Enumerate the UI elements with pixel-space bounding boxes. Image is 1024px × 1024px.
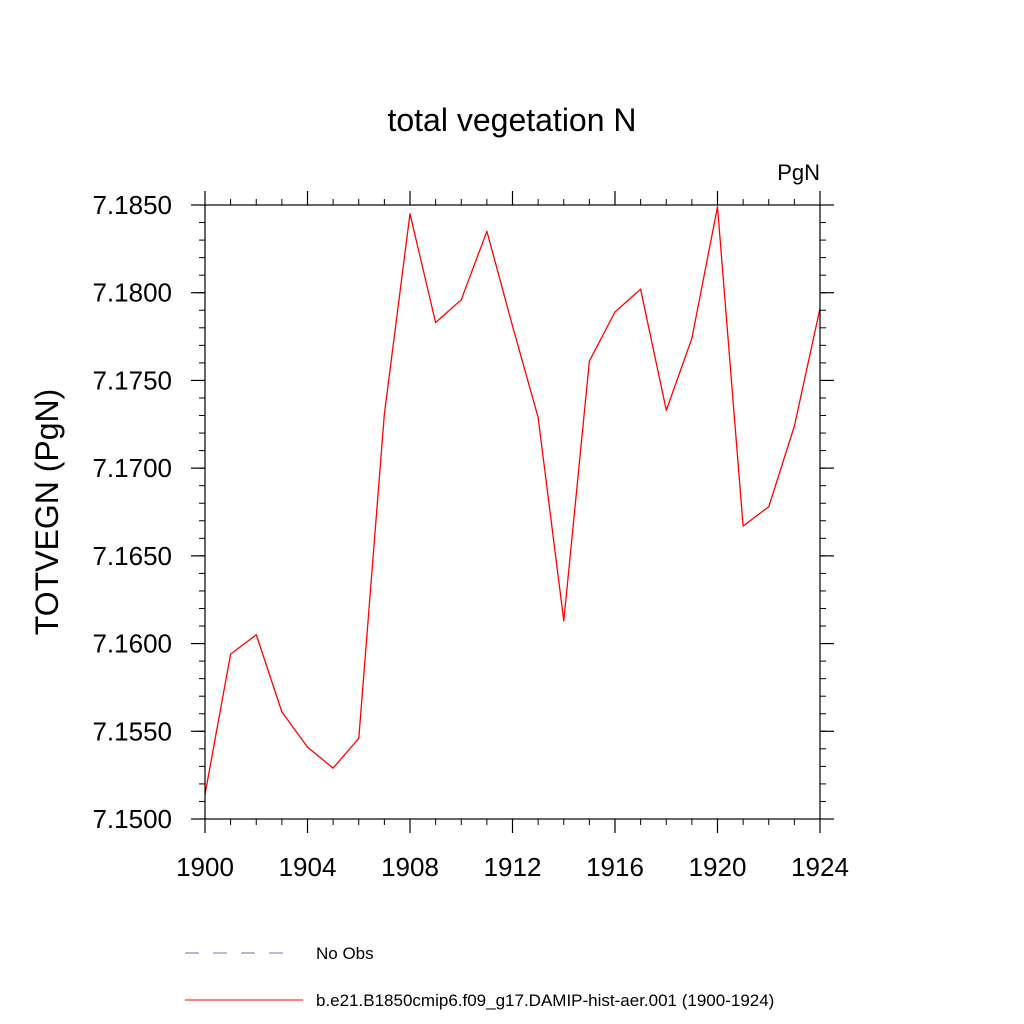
data-point <box>460 299 462 301</box>
series-line <box>204 206 821 795</box>
data-point <box>588 360 590 362</box>
units-label: PgN <box>777 160 820 185</box>
data-point <box>511 325 514 327</box>
legend: No Obs b.e21.B1850cmip6.f09_g17.DAMIP-his… <box>185 944 774 1010</box>
tick-labels: 1900 1904 1908 1912 1916 1920 1924 7.1500 7.1550… <box>92 190 848 882</box>
data-point <box>614 311 616 313</box>
data-point <box>409 213 411 215</box>
data-point <box>306 746 309 748</box>
legend-label: b.e21.B1850cmip6.f09_g17.DAMIP-hist-aer.… <box>316 991 774 1010</box>
y-tick-label: 7.1600 <box>92 629 172 659</box>
x-tick-label: 1916 <box>586 852 644 882</box>
data-point <box>230 653 232 655</box>
data-point <box>640 288 642 290</box>
y-tick-label: 7.1500 <box>92 804 172 834</box>
plot-frame <box>204 204 821 820</box>
x-tick-label: 1924 <box>791 852 849 882</box>
y-axis-label: TOTVEGN (PgN) <box>29 389 65 636</box>
y-tick-label: 7.1550 <box>92 716 172 746</box>
data-point <box>486 230 488 232</box>
data-point <box>742 525 744 527</box>
y-tick-label: 7.1700 <box>92 453 172 483</box>
data-point <box>563 620 565 622</box>
y-tick-label: 7.1750 <box>92 365 172 395</box>
data-point <box>793 425 795 427</box>
data-point <box>332 767 334 769</box>
data-point <box>768 506 770 508</box>
x-tick-label: 1908 <box>381 852 439 882</box>
data-point <box>281 711 283 713</box>
x-tick-label: 1900 <box>176 852 234 882</box>
legend-label: No Obs <box>316 944 374 963</box>
y-tick-label: 7.1800 <box>92 278 172 308</box>
x-tick-label: 1920 <box>689 852 747 882</box>
data-point <box>691 337 693 339</box>
series-layer <box>204 206 821 796</box>
y-tick-label: 7.1650 <box>92 541 172 571</box>
data-point <box>435 321 437 324</box>
data-point <box>358 737 360 739</box>
data-point <box>383 413 385 415</box>
x-tick-label: 1904 <box>279 852 337 882</box>
x-tick-label: 1912 <box>484 852 542 882</box>
data-point <box>716 206 719 208</box>
chart-title: total vegetation N <box>387 102 636 138</box>
data-point <box>255 634 257 636</box>
data-point <box>665 409 667 411</box>
y-tick-label: 7.1850 <box>92 190 172 220</box>
data-point <box>537 416 539 418</box>
axis-ticks <box>191 191 834 833</box>
